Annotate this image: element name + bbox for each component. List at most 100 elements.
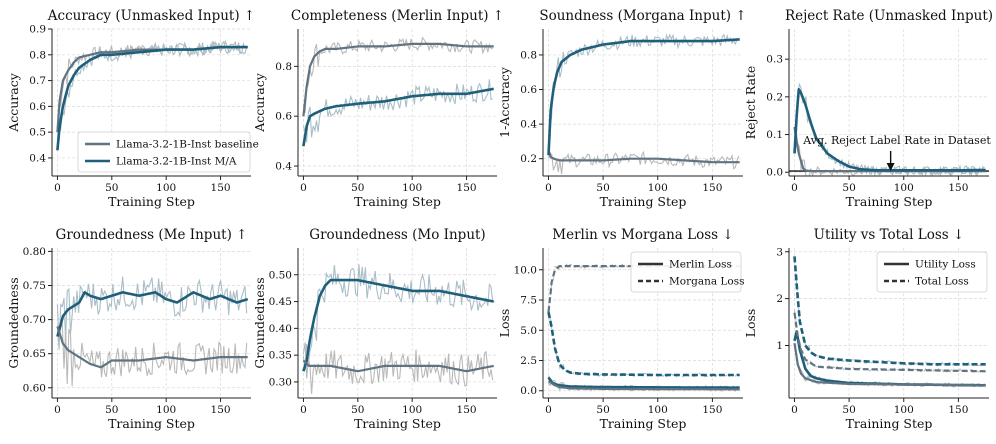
series-line-3 bbox=[547, 311, 740, 377]
x-tick-label: 50 bbox=[842, 182, 855, 194]
legend-label: Total Loss bbox=[915, 276, 969, 288]
y-tick-label: 0.0 bbox=[766, 167, 783, 179]
x-axis-label: Training Step bbox=[108, 416, 195, 431]
x-tick-label: 150 bbox=[211, 404, 231, 416]
chart-title: Soundness (Morgana Input) ↑ bbox=[539, 8, 746, 24]
x-tick-label: 150 bbox=[211, 182, 231, 194]
x-axis-label: Training Step bbox=[846, 416, 933, 431]
y-tick-label: 7.5 bbox=[520, 295, 537, 307]
x-tick-label: 150 bbox=[948, 182, 968, 194]
chart-title: Reject Rate (Unmasked Input) bbox=[785, 8, 993, 24]
x-tick-label: 0 bbox=[791, 404, 798, 416]
y-tick-label: 0.40 bbox=[269, 323, 292, 335]
chart-panel-5: 0 50 100 150 0.60 0.65 0.70 0.75 0.80 Groundednes… bbox=[6, 227, 251, 431]
x-tick-label: 150 bbox=[457, 404, 477, 416]
y-tick-label: 0.60 bbox=[23, 382, 46, 394]
series-line-1 bbox=[547, 376, 740, 390]
y-tick-label: 0.8 bbox=[520, 49, 537, 61]
x-tick-label: 50 bbox=[351, 182, 364, 194]
legend-label: Llama-3.2-1B-Inst baseline bbox=[116, 139, 259, 151]
x-tick-label: 0 bbox=[545, 404, 552, 416]
chart-panel-6: 0 50 100 1500.300.350.400.450.50Groundednes… bbox=[252, 227, 497, 431]
raw-trace-2 bbox=[302, 342, 494, 394]
y-tick-label: 0.2 bbox=[766, 91, 783, 103]
y-tick-label: 0.5 bbox=[29, 127, 46, 139]
y-tick-label: 0.65 bbox=[23, 348, 46, 360]
series-line-2 bbox=[302, 87, 495, 147]
series-line-2 bbox=[547, 380, 740, 391]
series-line-2 bbox=[793, 343, 986, 387]
y-tick-label: 1 bbox=[776, 340, 783, 352]
y-tick-label: 0.30 bbox=[269, 376, 292, 388]
y-tick-label: 0.9 bbox=[29, 24, 46, 36]
x-tick-label: 150 bbox=[948, 404, 968, 416]
chart-title: Merlin vs Morgana Loss ↓ bbox=[552, 227, 733, 243]
chart-panel-3: 0 50 100 150 0.2 0.4 0.6 0.8 Soundness (Morgana … bbox=[497, 8, 747, 209]
chart-title: Groundedness (Mo Input) bbox=[309, 227, 485, 243]
y-tick-label: 0.0 bbox=[520, 385, 537, 397]
y-axis-label: Accuracy bbox=[252, 72, 267, 133]
y-tick-label: 0.50 bbox=[269, 269, 292, 281]
y-tick-label: 10.0 bbox=[514, 264, 537, 276]
chart-panel-8: 0 50 100 150 1 2 3 Utility vs Total Loss ↓ Train… bbox=[743, 227, 989, 431]
y-tick-label: 0.8 bbox=[275, 61, 292, 73]
series-line-1 bbox=[302, 278, 495, 372]
chart-panel-4: 0 50 100 150 0.0 0.1 0.2 0.3 Reject Rate (Unmask… bbox=[743, 8, 993, 209]
y-tick-label: 2 bbox=[776, 293, 783, 305]
x-axis-label: Training Step bbox=[846, 194, 933, 209]
x-tick-label: 100 bbox=[648, 404, 668, 416]
y-tick-label: 0.6 bbox=[520, 84, 537, 96]
raw-trace-3 bbox=[793, 258, 985, 367]
y-tick-label: 0.1 bbox=[766, 129, 783, 141]
raw-trace-1 bbox=[302, 36, 493, 113]
x-tick-label: 50 bbox=[351, 404, 364, 416]
y-tick-label: 5.0 bbox=[520, 325, 537, 337]
series-line-4 bbox=[793, 312, 986, 373]
series-line-2 bbox=[793, 88, 986, 172]
y-axis-label: 1-Accuracy bbox=[497, 66, 512, 138]
annotation-arrow-head bbox=[886, 163, 895, 171]
y-tick-label: 0.3 bbox=[766, 54, 783, 66]
y-tick-label: 0.80 bbox=[23, 246, 46, 258]
chart-title: Accuracy (Unmasked Input) ↑ bbox=[47, 8, 255, 24]
raw-trace-1 bbox=[302, 264, 494, 370]
x-axis-label: Training Step bbox=[600, 416, 687, 431]
y-tick-label: 0.6 bbox=[275, 111, 292, 123]
raw-trace-3 bbox=[547, 311, 740, 378]
y-axis-label: Groundedness bbox=[6, 277, 21, 368]
x-axis-label: Training Step bbox=[108, 194, 195, 209]
x-tick-label: 0 bbox=[54, 404, 61, 416]
annotation-text: Avg. Reject Label Rate in Dataset bbox=[802, 134, 991, 147]
y-axis-label: Reject Rate bbox=[743, 66, 758, 140]
series-line-3 bbox=[793, 256, 986, 366]
y-tick-label: 3 bbox=[776, 246, 783, 258]
x-tick-label: 0 bbox=[545, 182, 552, 194]
raw-trace-1 bbox=[547, 150, 740, 175]
y-tick-label: 0.6 bbox=[29, 101, 46, 113]
chart-panel-2: 0 50 100 150 0.4 0.6 0.8 Completeness (Merlin I… bbox=[252, 8, 504, 209]
x-tick-label: 100 bbox=[648, 182, 668, 194]
x-axis-label: Training Step bbox=[354, 194, 441, 209]
y-tick-label: 0.4 bbox=[29, 152, 46, 164]
series-line-2 bbox=[302, 359, 494, 373]
x-tick-label: 50 bbox=[105, 404, 118, 416]
legend-label: Merlin Loss bbox=[669, 259, 732, 271]
raw-trace-2 bbox=[793, 82, 985, 177]
x-tick-label: 150 bbox=[702, 182, 722, 194]
chart-title: Completeness (Merlin Input) ↑ bbox=[291, 8, 504, 24]
y-axis-label: Loss bbox=[743, 309, 758, 338]
raw-trace-1 bbox=[56, 276, 248, 350]
x-tick-label: 100 bbox=[894, 404, 914, 416]
y-tick-label: 0.8 bbox=[29, 49, 46, 61]
y-axis-label: Accuracy bbox=[6, 72, 21, 133]
x-tick-label: 100 bbox=[402, 182, 422, 194]
raw-trace-2 bbox=[56, 304, 248, 387]
series-line-1 bbox=[547, 149, 740, 164]
chart-title: Utility vs Total Loss ↓ bbox=[814, 227, 965, 243]
x-tick-label: 50 bbox=[596, 182, 609, 194]
x-tick-label: 100 bbox=[156, 404, 176, 416]
chart-title: Groundedness (Me Input) ↑ bbox=[56, 227, 248, 243]
x-tick-label: 50 bbox=[596, 404, 609, 416]
x-tick-label: 100 bbox=[402, 404, 422, 416]
series-line-1 bbox=[56, 290, 249, 337]
